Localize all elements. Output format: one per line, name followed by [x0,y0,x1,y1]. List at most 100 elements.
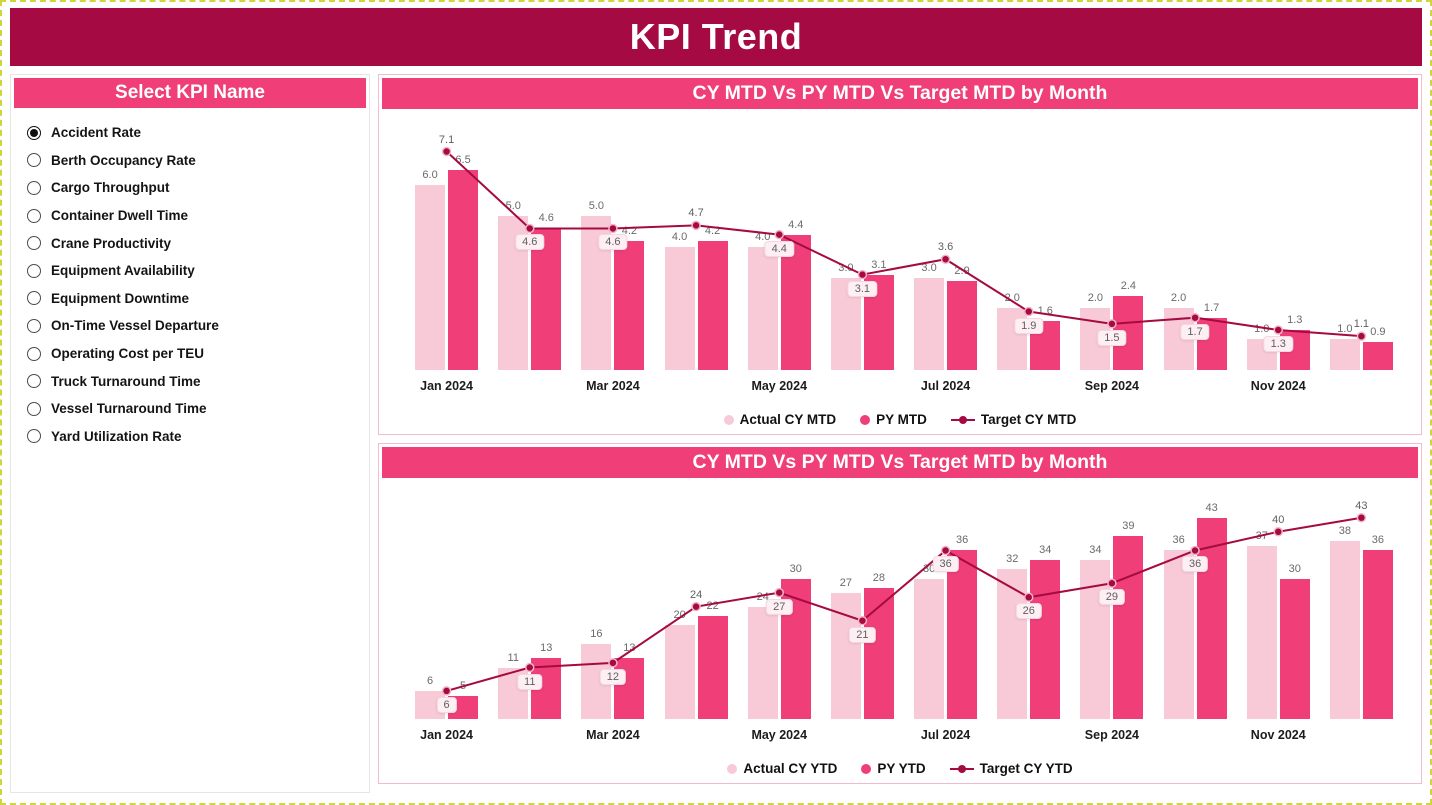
bar-py-mtd-jul-2024[interactable] [947,280,978,370]
bar-actual-cy-ytd-may-2024[interactable] [747,606,778,719]
target-line-marker-nov-2024[interactable] [1273,527,1283,537]
bar-actual-cy-mtd-aug-2024[interactable] [997,308,1028,370]
kpi-option-container-dwell-time[interactable]: Container Dwell Time [27,202,353,230]
target-line-marker-sep-2024[interactable] [1107,578,1117,589]
kpi-option-crane-productivity[interactable]: Crane Productivity [27,229,353,257]
target-line-marker-feb-2024[interactable] [525,662,535,673]
target-line-marker-aug-2024[interactable] [1024,592,1034,603]
bar-actual-cy-mtd-oct-2024[interactable] [1163,308,1194,370]
radio-selected-icon[interactable] [27,125,41,140]
target-line-marker-nov-2024[interactable] [1273,325,1283,335]
legend-item-actual-cy-ytd[interactable]: Actual CY YTD [727,761,837,776]
bar-py-ytd-nov-2024[interactable] [1279,578,1310,719]
target-line-marker-jan-2024[interactable] [441,686,452,696]
kpi-option-cargo-throughput[interactable]: Cargo Throughput [27,174,353,202]
bar-py-mtd-oct-2024[interactable] [1196,317,1227,370]
bar-actual-cy-ytd-mar-2024[interactable] [581,644,612,719]
target-line-marker-feb-2024[interactable] [525,223,535,234]
bar-actual-cy-mtd-jan-2024[interactable] [415,185,446,370]
bar-py-mtd-jan-2024[interactable] [448,170,479,370]
kpi-option-yard-utilization-rate[interactable]: Yard Utilization Rate [27,423,353,451]
bar-actual-cy-ytd-sep-2024[interactable] [1080,559,1111,719]
bar-py-mtd-aug-2024[interactable] [1030,320,1061,370]
target-line-marker-dec-2024[interactable] [1356,512,1367,523]
bar-py-ytd-jun-2024[interactable] [863,587,894,719]
target-line-marker-may-2024[interactable] [774,229,784,240]
target-line-marker-mar-2024[interactable] [608,223,618,234]
target-line-marker-may-2024[interactable] [774,587,784,598]
kpi-option-accident-rate[interactable]: Accident Rate [27,119,353,147]
target-line-marker-jul-2024[interactable] [940,254,951,264]
bar-py-mtd-sep-2024[interactable] [1113,296,1144,370]
radio-icon[interactable] [27,291,41,306]
legend-item-actual-cy-mtd[interactable]: Actual CY MTD [723,412,836,427]
kpi-option-on-time-vessel-departure[interactable]: On-Time Vessel Departure [27,312,353,340]
bar-py-ytd-mar-2024[interactable] [614,658,645,719]
bar-py-ytd-oct-2024[interactable] [1196,517,1227,719]
bar-actual-cy-mtd-nov-2024[interactable] [1246,339,1277,370]
bar-actual-cy-ytd-jun-2024[interactable] [830,592,861,719]
bar-actual-cy-mtd-jun-2024[interactable] [830,277,861,370]
bar-py-mtd-feb-2024[interactable] [531,228,562,370]
bar-py-ytd-apr-2024[interactable] [697,616,728,719]
kpi-option-equipment-availability[interactable]: Equipment Availability [27,257,353,285]
radio-icon[interactable] [27,429,41,444]
bar-actual-cy-ytd-dec-2024[interactable] [1329,541,1360,719]
bar-py-ytd-sep-2024[interactable] [1113,536,1144,719]
radio-icon[interactable] [27,153,41,168]
bar-actual-cy-ytd-apr-2024[interactable] [664,625,695,719]
legend-item-py-mtd[interactable]: PY MTD [860,412,927,427]
bar-actual-cy-mtd-feb-2024[interactable] [498,216,529,370]
radio-icon[interactable] [27,236,41,251]
radio-icon[interactable] [27,346,41,361]
bar-py-ytd-dec-2024[interactable] [1362,550,1393,719]
bar-actual-cy-mtd-jul-2024[interactable] [914,277,945,370]
bar-py-mtd-dec-2024[interactable] [1362,342,1393,370]
target-line-marker-jun-2024[interactable] [857,269,868,280]
bar-actual-cy-ytd-feb-2024[interactable] [498,667,529,719]
legend-item-target-cy-mtd[interactable]: Target CY MTD [950,412,1076,427]
kpi-option-equipment-downtime[interactable]: Equipment Downtime [27,285,353,313]
bar-actual-cy-mtd-mar-2024[interactable] [581,216,612,370]
bar-actual-cy-ytd-oct-2024[interactable] [1163,550,1194,719]
target-line-marker-mar-2024[interactable] [608,658,618,668]
target-line-marker-oct-2024[interactable] [1190,545,1200,556]
target-line-marker-jun-2024[interactable] [857,615,868,626]
radio-icon[interactable] [27,263,41,278]
target-line-marker-sep-2024[interactable] [1107,319,1117,329]
target-line-marker-aug-2024[interactable] [1024,306,1034,317]
bar-actual-cy-ytd-jul-2024[interactable] [914,578,945,719]
bar-py-mtd-apr-2024[interactable] [697,240,728,370]
radio-icon[interactable] [27,401,41,416]
bar-actual-cy-mtd-may-2024[interactable] [747,246,778,370]
bar-py-ytd-may-2024[interactable] [780,578,811,719]
bar-actual-cy-mtd-apr-2024[interactable] [664,246,695,370]
radio-icon[interactable] [27,208,41,223]
bar-actual-cy-mtd-dec-2024[interactable] [1329,339,1360,370]
target-line-marker-apr-2024[interactable] [691,220,701,231]
legend-item-py-ytd[interactable]: PY YTD [861,761,926,776]
bar-py-ytd-feb-2024[interactable] [531,658,562,719]
bar-py-mtd-nov-2024[interactable] [1279,330,1310,370]
target-line-marker-apr-2024[interactable] [691,601,701,612]
kpi-option-operating-cost-per-teu[interactable]: Operating Cost per TEU [27,340,353,368]
kpi-option-vessel-turnaround-time[interactable]: Vessel Turnaround Time [27,395,353,423]
bar-py-ytd-jan-2024[interactable] [448,695,479,719]
kpi-option-truck-turnaround-time[interactable]: Truck Turnaround Time [27,367,353,395]
bar-actual-cy-ytd-jan-2024[interactable] [415,690,446,719]
kpi-option-berth-occupancy-rate[interactable]: Berth Occupancy Rate [27,147,353,175]
bar-py-mtd-mar-2024[interactable] [614,240,645,370]
bar-py-ytd-aug-2024[interactable] [1030,559,1061,719]
target-line-marker-jan-2024[interactable] [441,146,452,157]
bar-actual-cy-ytd-nov-2024[interactable] [1246,545,1277,719]
bar-py-mtd-jun-2024[interactable] [863,274,894,370]
radio-icon[interactable] [27,180,41,195]
radio-icon[interactable] [27,374,41,389]
bar-py-mtd-may-2024[interactable] [780,234,811,370]
bar-actual-cy-ytd-aug-2024[interactable] [997,569,1028,719]
target-line-marker-jul-2024[interactable] [940,545,951,556]
target-line-marker-dec-2024[interactable] [1356,331,1367,341]
bar-actual-cy-mtd-sep-2024[interactable] [1080,308,1111,370]
target-line-marker-oct-2024[interactable] [1190,312,1200,323]
legend-item-target-cy-ytd[interactable]: Target CY YTD [949,761,1073,776]
